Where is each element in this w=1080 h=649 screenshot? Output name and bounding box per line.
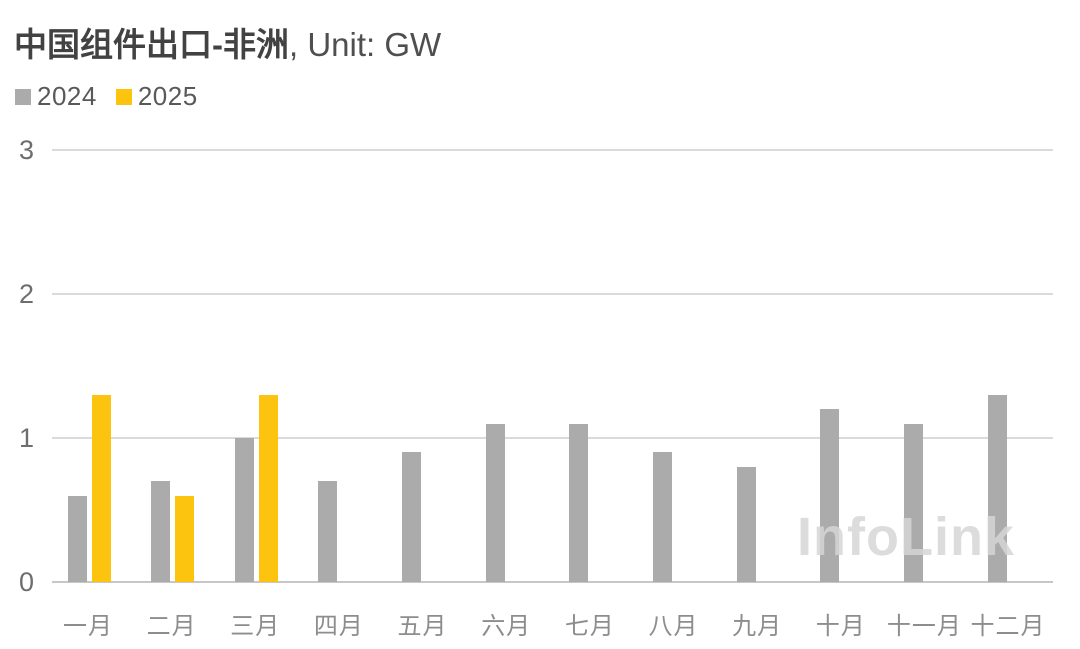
y-axis-tick-2: 2 — [18, 279, 34, 309]
bar-2024-十一月 — [903, 423, 923, 582]
legend-item-2025: 2025 — [115, 81, 198, 112]
bar-2024-八月 — [652, 452, 672, 582]
bar-2025-三月 — [258, 394, 278, 582]
x-axis-label-九月: 九月 — [732, 613, 783, 640]
bar-group-七月 — [569, 150, 612, 582]
bar-2024-四月 — [318, 481, 338, 582]
x-axis-label-五月: 五月 — [397, 613, 448, 640]
legend-label-2025: 2025 — [137, 81, 198, 111]
x-axis-label-十月: 十月 — [815, 613, 866, 640]
bar-group-十二月 — [987, 150, 1031, 582]
legend-swatch-2024 — [15, 88, 31, 105]
x-axis-label-三月: 三月 — [230, 613, 281, 640]
legend-item-2024: 2024 — [15, 81, 97, 112]
bar-2024-一月 — [67, 495, 87, 582]
bar-2024-七月 — [569, 423, 589, 582]
legend-swatch-2025 — [115, 88, 132, 105]
y-axis-tick-1: 1 — [18, 423, 34, 453]
gridline-y1 — [52, 437, 1053, 439]
bar-2025-二月 — [175, 495, 195, 582]
bar-2024-十二月 — [987, 394, 1007, 582]
chart-legend: 2024 2025 — [15, 81, 198, 112]
gridline-y3 — [52, 149, 1053, 151]
x-axis-label-四月: 四月 — [313, 613, 364, 640]
bar-2024-九月 — [736, 466, 756, 582]
bar-2024-三月 — [234, 438, 254, 582]
bar-group-三月 — [234, 150, 278, 582]
bar-group-四月 — [318, 150, 361, 582]
bar-group-二月 — [151, 150, 195, 582]
bar-2024-五月 — [402, 452, 422, 582]
x-axis-label-七月: 七月 — [564, 613, 615, 640]
bar-group-十月 — [820, 150, 863, 582]
bar-2024-六月 — [485, 423, 505, 582]
bar-group-八月 — [652, 150, 696, 582]
x-axis-label-二月: 二月 — [146, 613, 197, 640]
gridline-y0 — [52, 581, 1053, 583]
bar-2024-二月 — [151, 481, 171, 582]
y-axis-tick-3: 3 — [18, 135, 34, 165]
chart-title: 中国组件出口-非洲, Unit: GW — [14, 18, 441, 66]
bar-group-五月 — [402, 150, 445, 582]
bar-2025-一月 — [91, 394, 111, 582]
x-axis-label-十一月: 十一月 — [886, 613, 962, 640]
bar-group-一月 — [67, 150, 111, 582]
bar-group-十一月 — [903, 150, 947, 582]
bar-group-九月 — [736, 150, 780, 582]
x-axis-label-一月: 一月 — [63, 613, 113, 640]
y-axis-tick-0: 0 — [18, 567, 34, 597]
x-axis-label-八月: 八月 — [648, 613, 699, 640]
chart-title-main: 中国组件出口-非洲 — [14, 26, 289, 63]
legend-label-2024: 2024 — [37, 81, 97, 111]
chart-title-unit: , Unit: GW — [289, 26, 442, 63]
x-axis-label-六月: 六月 — [481, 613, 532, 640]
bar-group-六月 — [485, 150, 529, 582]
bar-2024-十月 — [820, 409, 840, 582]
gridline-y2 — [52, 293, 1053, 295]
x-axis-label-十二月: 十二月 — [970, 613, 1046, 640]
